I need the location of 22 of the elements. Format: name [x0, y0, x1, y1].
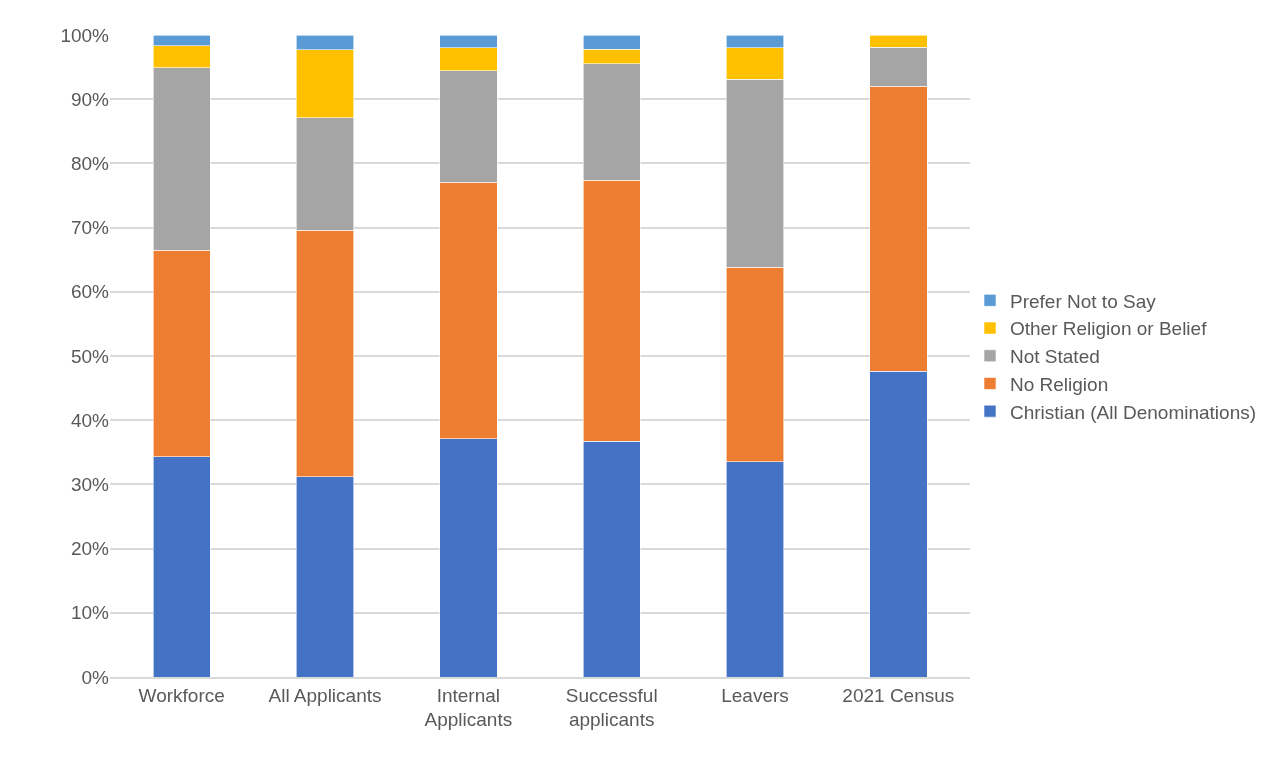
- x-tick-label: Workforce: [138, 684, 225, 706]
- x-tick-label: Leavers: [721, 684, 789, 706]
- y-tick-label: 50%: [70, 345, 110, 367]
- y-tick-label: 0%: [81, 666, 110, 688]
- y-tick-label: 80%: [70, 153, 110, 175]
- x-tick-label: Internal Applicants: [424, 684, 513, 731]
- x-tick-label: 2021 Census: [842, 684, 955, 706]
- legend-label: Not Stated: [1010, 346, 1100, 368]
- x-tick-label: All Applicants: [268, 684, 382, 706]
- y-tick-label: 20%: [70, 538, 110, 560]
- x-tick-label: Successful applicants: [565, 684, 658, 731]
- y-tick-label: 70%: [70, 217, 110, 239]
- y-tick-label: 10%: [70, 602, 110, 624]
- y-tick-label: 90%: [70, 88, 110, 110]
- y-tick-label: 60%: [70, 281, 110, 303]
- legend-label: Prefer Not to Say: [1010, 290, 1157, 312]
- y-tick-label: 30%: [70, 474, 110, 496]
- y-tick-label: 40%: [70, 409, 110, 431]
- y-tick-label: 100%: [60, 24, 110, 46]
- legend-label: Other Religion or Belief: [1010, 318, 1208, 340]
- legend-label: No Religion: [1010, 373, 1109, 395]
- legend-label: Christian (All Denominations): [1010, 401, 1257, 423]
